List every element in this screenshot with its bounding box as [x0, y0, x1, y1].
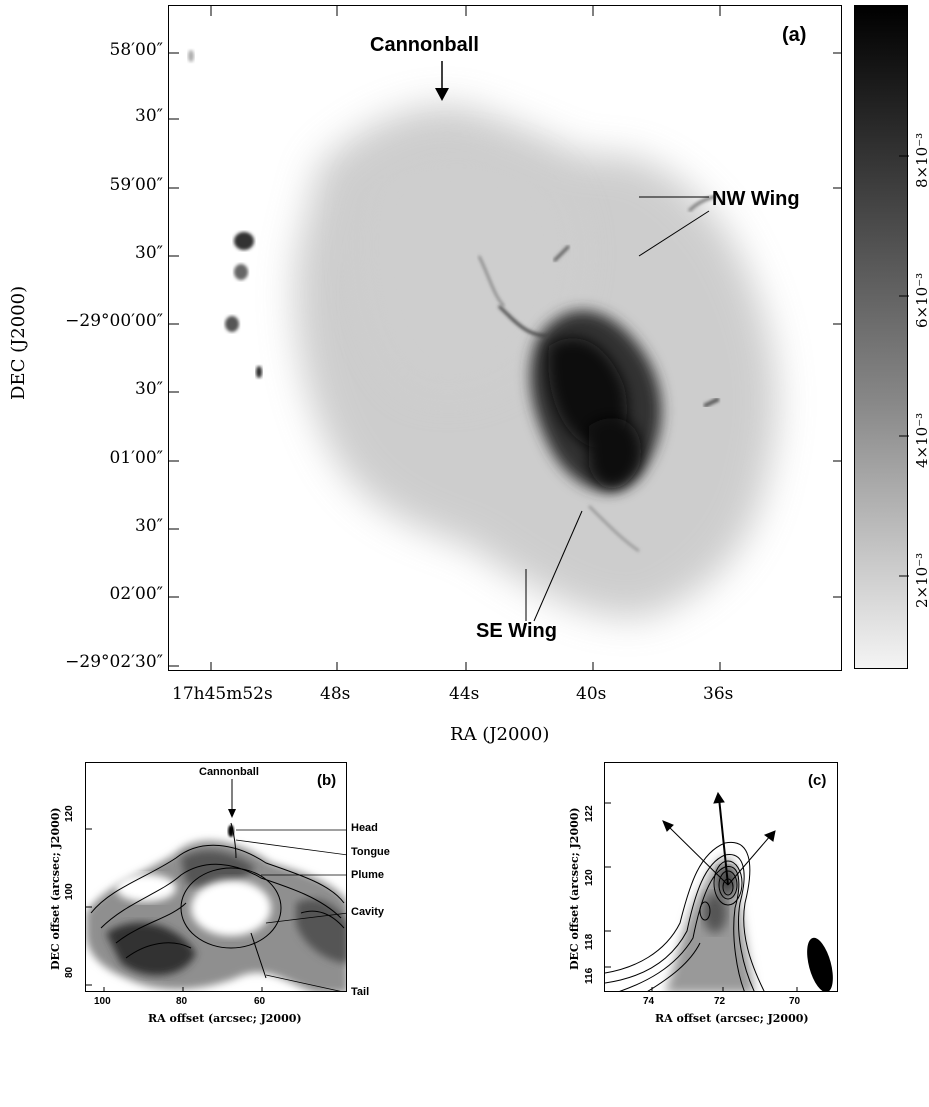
- panel-c-image: [604, 762, 838, 992]
- tongue-label: Tongue: [351, 846, 390, 858]
- colorbar-tick: 4×10⁻³: [913, 412, 929, 468]
- cannonball-label: Cannonball: [370, 34, 479, 56]
- dec-tick: 30″: [135, 106, 163, 126]
- c-y-tick: 122: [584, 805, 595, 822]
- ra-tick: 17h45m52s: [172, 684, 273, 704]
- b-x-tick: 80: [176, 996, 188, 1007]
- panel-a-label: (a): [782, 24, 807, 46]
- dec-tick: 30″: [135, 516, 163, 536]
- cannonball-label-b: Cannonball: [199, 766, 259, 778]
- b-y-axis-label: DEC offset (arcsec; J2000): [49, 807, 62, 970]
- plume-label: Plume: [351, 869, 385, 881]
- c-x-tick: 70: [789, 996, 801, 1007]
- head-label: Head: [351, 822, 378, 834]
- b-x-tick: 60: [254, 996, 266, 1007]
- se-wing-label: SE Wing: [476, 620, 557, 642]
- b-y-tick: 100: [64, 883, 75, 900]
- dec-tick: 02′00″: [109, 584, 163, 604]
- nebula-image: [169, 6, 841, 670]
- panel-a-image: [168, 5, 842, 671]
- c-y-tick: 116: [584, 967, 595, 984]
- b-x-tick: 100: [94, 996, 111, 1007]
- tail-label: Tail: [351, 986, 370, 998]
- b-y-tick: 80: [64, 966, 75, 978]
- ra-tick: 44s: [449, 684, 480, 704]
- b-y-tick: 120: [64, 805, 75, 822]
- dec-tick: 58′00″: [109, 40, 163, 60]
- dec-tick: 01′00″: [109, 448, 163, 468]
- colorbar-tick: 8×10⁻³: [913, 132, 929, 188]
- colorbar-tick: 2×10⁻³: [913, 552, 929, 608]
- c-x-axis-label: RA offset (arcsec; J2000): [655, 1012, 809, 1025]
- dec-tick: 30″: [135, 243, 163, 263]
- panel-c-label: (c): [808, 772, 827, 789]
- c-x-tick: 72: [714, 996, 726, 1007]
- ra-tick: 40s: [576, 684, 607, 704]
- c-y-tick: 118: [584, 933, 595, 950]
- panel-b-image: [85, 762, 347, 992]
- c-y-axis-label: DEC offset (arcsec; J2000): [568, 807, 581, 970]
- contour-map-b: [86, 779, 346, 991]
- nw-wing-label: NW Wing: [712, 188, 800, 210]
- y-axis-label: DEC (J2000): [8, 285, 29, 400]
- ra-tick: 36s: [703, 684, 734, 704]
- dec-tick: 30″: [135, 379, 163, 399]
- dec-tick: 59′00″: [109, 175, 163, 195]
- dec-tick: −29°02′30″: [65, 652, 163, 672]
- b-x-axis-label: RA offset (arcsec; J2000): [148, 1012, 302, 1025]
- cavity-label: Cavity: [351, 906, 385, 918]
- dec-tick: −29°00′00″: [65, 311, 163, 331]
- ra-tick: 48s: [320, 684, 351, 704]
- c-x-tick: 74: [643, 996, 655, 1007]
- colorbar-tick: 6×10⁻³: [913, 272, 929, 328]
- x-axis-label: RA (J2000): [450, 724, 550, 745]
- contour-map-c: [605, 791, 833, 991]
- colorbar: [854, 5, 909, 669]
- panel-b-label: (b): [317, 772, 337, 789]
- c-y-tick: 120: [584, 869, 595, 886]
